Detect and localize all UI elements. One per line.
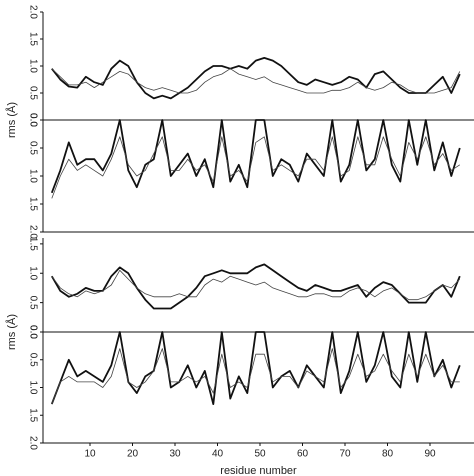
y-tick-label: 0.5 [27,86,38,100]
y-tick-label: 2.0 [27,436,38,450]
y-tick-label: 0.5 [27,353,38,367]
y-tick-label: 0.0 [27,113,38,127]
x-axis-label: residue number [220,465,297,476]
data-line [51,68,461,94]
x-tick-label: 50 [254,449,266,460]
x-tick-label: 30 [169,449,181,460]
x-tick-label: 20 [127,449,139,460]
y-tick-label: 1.0 [27,59,38,73]
x-tick-label: 80 [382,449,394,460]
x-tick-label: 60 [297,449,309,460]
data-line [51,348,460,405]
y-tick-label: 0.5 [27,141,38,155]
x-tick-label: 10 [84,449,96,460]
x-tick-label: 90 [424,449,436,460]
y-tick-label: 2.0 [27,5,38,19]
y-tick-label: 1.5 [27,32,38,46]
x-tick-label: 40 [212,449,224,460]
y-tick-label: 1.5 [27,237,38,251]
y-tick-label: 1.5 [27,197,38,211]
y-tick-label: 0.0 [27,113,38,127]
data-line [51,136,461,199]
data-line [50,331,461,405]
data-line [51,269,461,301]
data-line [51,263,461,310]
data-line [50,119,461,194]
y-tick-label: 2.0 [27,225,38,239]
data-line [51,57,461,100]
y-tick-label: 0.0 [27,325,38,339]
y-tick-label: 1.0 [27,381,38,395]
y-tick-label: 1.0 [27,169,38,183]
x-tick-label: 70 [339,449,351,460]
y-tick-label: 0.0 [27,325,38,339]
y-tick-label: 1.0 [27,266,38,280]
y-tick-label: 1.5 [27,408,38,422]
y-axis-label: rms (Å) [5,102,18,138]
y-tick-label: 0.5 [27,296,38,310]
y-axis-label: rms (Å) [5,314,18,350]
